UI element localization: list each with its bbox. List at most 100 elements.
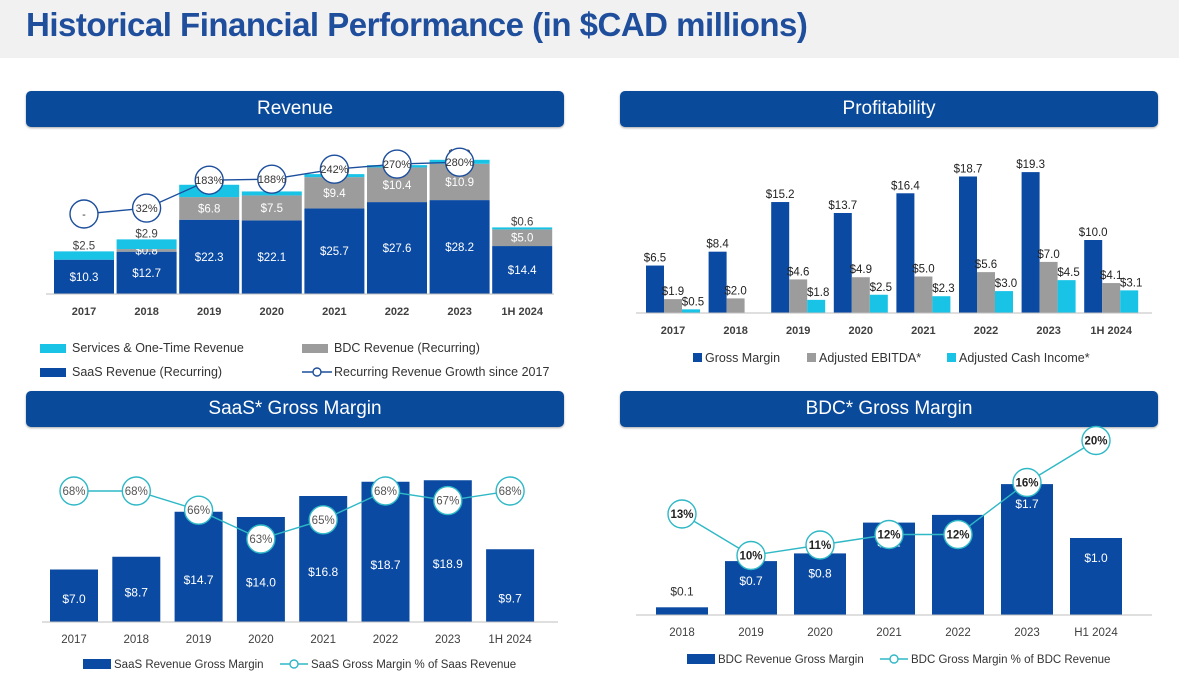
bdc-gross-margin-chart: $0.12018$0.72019$0.82020$1.22021$1.32022… <box>636 425 1152 666</box>
revenue-growth-point <box>131 193 162 223</box>
bdc-gm-tick-label: 2021 <box>876 627 902 639</box>
profitability-data-label: $3.1 <box>1120 277 1142 289</box>
profitability-tick-label: 1H 2024 <box>1090 325 1132 337</box>
bdc-gm-tick-label: 2023 <box>1014 627 1040 639</box>
revenue-growth-label: 188% <box>258 174 286 186</box>
bdc-gm-tick-label: 2022 <box>945 627 971 639</box>
revenue-data-label: $2.9 <box>135 228 157 240</box>
saas-gm-bar <box>486 549 535 622</box>
profitability-header: Profitability <box>620 91 1158 127</box>
revenue-growth-label: 183% <box>195 175 223 187</box>
profitability-tick-label: 2022 <box>974 325 998 337</box>
saas-gm-percent-point <box>308 505 338 535</box>
revenue-tick-label: 2022 <box>385 306 409 318</box>
revenue-data-label: $25.7 <box>320 246 349 258</box>
profitability-data-label: $2.3 <box>932 283 954 295</box>
bdc-gm-legend-label: BDC Revenue Gross Margin <box>718 654 864 666</box>
revenue-header: Revenue <box>26 91 564 127</box>
saas-gm-tick-label: 2020 <box>248 634 274 646</box>
saas-gm-tick-label: 1H 2024 <box>488 634 532 646</box>
profitability-data-label: $3.0 <box>995 278 1017 290</box>
profitability-bar-cash-income <box>869 294 888 313</box>
profitability-data-label: $5.6 <box>975 259 997 271</box>
saas-gm-legend-swatch <box>83 659 111 669</box>
revenue-growth-point <box>69 199 99 229</box>
revenue-growth-label: - <box>82 209 86 221</box>
profitability-bar-ebitda <box>726 298 745 313</box>
saas-gm-data-label: $7.0 <box>62 592 86 606</box>
revenue-growth-point <box>319 154 350 184</box>
profitability-legend-swatch <box>693 353 702 362</box>
profitability-bar-cash-income <box>1120 290 1139 313</box>
profitability-bar-ebitda <box>977 272 995 313</box>
profitability-chart: $6.5 $1.9$0.5 2017 $8.4 $2.0 2018 $15.2 $4.6 $1.… <box>636 159 1152 365</box>
profitability-bar-cash-income <box>932 296 951 313</box>
profitability-data-label: $4.6 <box>787 266 809 278</box>
revenue-bar-saas <box>241 220 302 294</box>
saas-gm-percent-label: 68% <box>125 486 148 498</box>
bdc-gm-data-label: $0.7 <box>739 574 763 588</box>
profitability-legend-label: Adjusted EBITDA* <box>819 351 921 365</box>
saas-gm-bar <box>50 569 98 622</box>
profitability-bar-cash-income <box>1057 280 1076 313</box>
bdc-gm-percent-label: 10% <box>739 551 762 563</box>
revenue-growth-label: 242% <box>320 164 348 176</box>
revenue-bar-saas <box>429 200 490 294</box>
revenue-data-label: $27.6 <box>383 243 412 255</box>
title-bar <box>0 0 1179 58</box>
profitability-data-label: $2.5 <box>870 282 892 294</box>
profitability-bar-ebitda <box>851 277 870 313</box>
saas-gm-percent-point <box>59 476 89 506</box>
profitability-data-label: $6.5 <box>644 253 666 265</box>
saas-gross-margin-header: SaaS* Gross Margin <box>26 391 564 427</box>
revenue-bar-services <box>116 239 177 250</box>
saas-gm-tick-label: 2018 <box>124 634 150 646</box>
profitability-bar-gross-margin <box>771 202 790 313</box>
profitability-data-label: $19.3 <box>1016 159 1045 171</box>
saas-gm-percent-point <box>495 476 525 506</box>
profitability-tick-label: 2018 <box>723 325 747 337</box>
revenue-bar-services <box>54 251 114 260</box>
revenue-legend-swatch <box>40 344 66 353</box>
profitability-data-label: $5.0 <box>912 264 934 276</box>
saas-gross-margin-chart: $7.0 2017 $8.7 2018 $14.7 2019 $14.0 2020 $16.8 2… <box>42 476 558 671</box>
bdc-gm-percent-point <box>943 519 973 550</box>
bdc-gm-percent-point <box>1081 425 1111 456</box>
saas-gm-percent-label: 66% <box>187 505 210 517</box>
saas-gm-legend-label: SaaS Revenue Gross Margin <box>114 659 264 671</box>
revenue-legend-marker <box>312 367 322 377</box>
bdc-gm-tick-label: 2018 <box>669 627 695 639</box>
profitability-data-label: $4.9 <box>850 264 872 276</box>
revenue-tick-label: 2023 <box>447 306 471 318</box>
saas-gm-percent-label: 67% <box>436 496 459 508</box>
revenue-bar-bdc <box>492 229 553 247</box>
saas-gm-data-label: $8.7 <box>125 585 149 599</box>
revenue-growth-label: 270% <box>383 159 411 171</box>
revenue-data-label: $9.4 <box>323 188 346 200</box>
revenue-bar-bdc <box>241 195 302 221</box>
profitability-bar-gross-margin <box>708 251 727 313</box>
saas-gm-tick-label: 2023 <box>435 634 461 646</box>
profitability-data-label: $16.4 <box>891 180 920 192</box>
revenue-data-label: $10.3 <box>70 272 99 284</box>
saas-gm-data-label: $18.7 <box>370 558 400 572</box>
bdc-gm-percent-label: 20% <box>1084 436 1107 448</box>
bdc-gm-bar <box>1070 538 1122 615</box>
revenue-growth-point <box>194 165 224 195</box>
revenue-tick-label: 2018 <box>134 306 158 318</box>
profitability-bar-cash-income <box>995 291 1013 313</box>
profitability-data-label: $7.0 <box>1037 249 1059 261</box>
profitability-legend-label: Gross Margin <box>705 351 780 365</box>
revenue-tick-label: 2019 <box>197 306 221 318</box>
profitability-tick-label: 2021 <box>911 325 935 337</box>
profitability-legend-swatch <box>807 353 816 362</box>
revenue-growth-label: 280% <box>446 157 474 169</box>
bdc-gm-percent-point <box>736 540 766 571</box>
profitability-data-label: $10.0 <box>1079 227 1108 239</box>
revenue-data-label: $12.7 <box>132 268 161 280</box>
revenue-tick-label: 2021 <box>322 306 346 318</box>
saas-gm-percent-point <box>246 524 276 554</box>
revenue-data-label: $5.0 <box>511 233 533 245</box>
saas-gm-data-label: $18.9 <box>433 557 463 571</box>
bdc-gm-percent-label: 11% <box>809 540 831 552</box>
